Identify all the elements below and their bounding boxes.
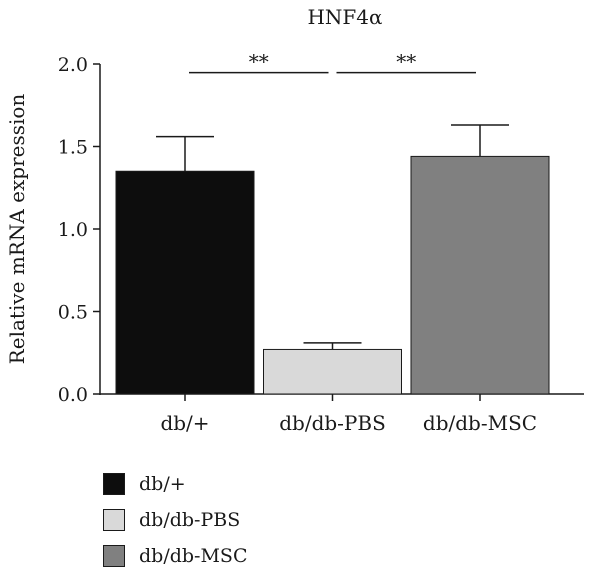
legend-label-db-db-pbs: db/db-PBS: [139, 509, 241, 531]
significance-label: **: [249, 50, 269, 74]
y-tick-label: 2.0: [58, 54, 88, 76]
legend-label-db-db-msc: db/db-MSC: [139, 545, 248, 567]
bar-db-db-msc: [410, 155, 550, 395]
y-axis-label: Relative mRNA expression: [5, 94, 29, 365]
y-tick-label: 1.5: [58, 137, 88, 159]
legend-swatch-db-db-msc: [103, 545, 125, 567]
legend-swatch-db-plus: [103, 473, 125, 495]
plot-area: 0.0 0.5 1.0 1.5 2.0 db/+ db/db-PBS db/db-MSC ** *…: [58, 50, 584, 435]
legend-item-db-db-msc: db/db-MSC: [103, 538, 247, 574]
x-tick-label-db-db-msc: db/db-MSC: [423, 411, 537, 435]
x-tick-label-db: db/+: [160, 411, 209, 435]
significance-label: **: [396, 50, 416, 74]
legend-label-db-plus: db/+: [139, 473, 186, 495]
x-tick-label-db-db-pbs: db/db-PBS: [279, 411, 386, 435]
chart-title: HNF4α: [307, 5, 382, 29]
y-tick-label: 1.0: [58, 219, 88, 241]
y-tick-label: 0.5: [58, 302, 88, 324]
legend-item-db-db-pbs: db/db-PBS: [103, 502, 247, 538]
legend-item-db-plus: db/+: [103, 466, 247, 502]
y-tick-label: 0.0: [58, 384, 88, 406]
bar-chart: HNF4α Relative mRNA expression 0.0 0.5 1.0…: [5, 5, 584, 435]
legend: db/+ db/db-PBS db/db-MSC: [103, 466, 247, 574]
bar-db: [115, 170, 255, 395]
legend-swatch-db-db-pbs: [103, 509, 125, 531]
bar-db-db-pbs: [263, 348, 402, 395]
